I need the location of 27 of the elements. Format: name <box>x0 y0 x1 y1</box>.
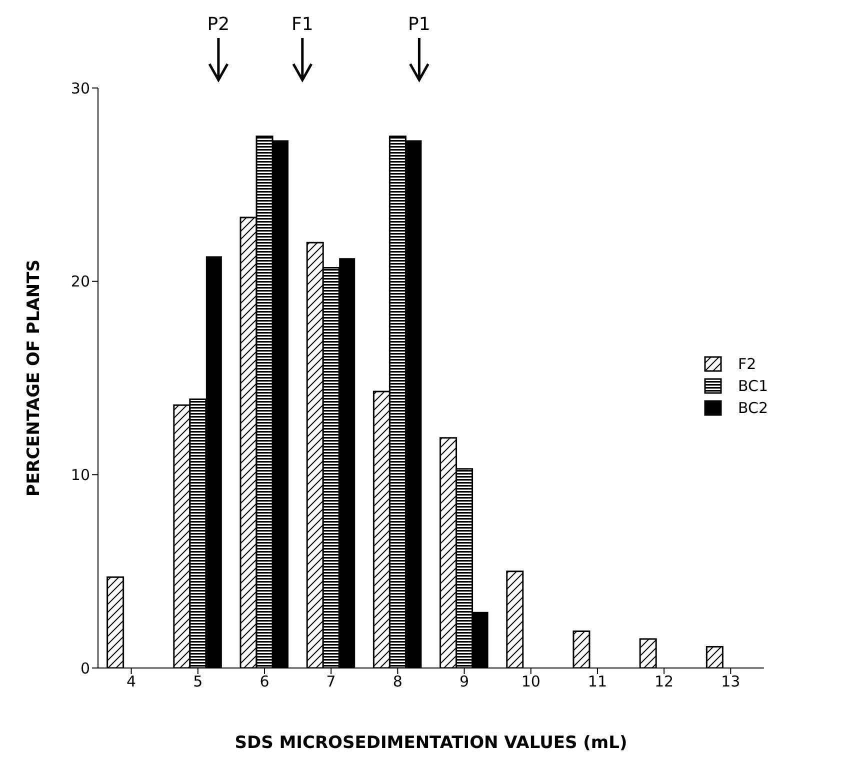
x-tick-label: 10 <box>521 672 540 691</box>
legend-label: F2 <box>738 355 756 373</box>
legend-label: BC2 <box>738 399 768 417</box>
text: F1 <box>291 14 314 35</box>
text: P1 <box>408 14 430 35</box>
bar <box>206 256 222 668</box>
bar <box>339 258 356 668</box>
x-tick-label: 4 <box>126 672 136 691</box>
x-tick-label: 11 <box>588 672 608 691</box>
y-tick-label: 0 <box>80 659 90 678</box>
y-tick-label: 20 <box>70 272 90 291</box>
x-tick-label: 13 <box>721 672 740 691</box>
x-tick-label: 8 <box>392 672 402 691</box>
x-tick-label: 12 <box>654 672 674 691</box>
x-tick-label: 9 <box>460 672 470 691</box>
y-tick-label: 10 <box>70 466 90 484</box>
bar <box>472 612 488 668</box>
legend-label: BC1 <box>738 377 768 395</box>
x-tick-label: 6 <box>260 672 270 691</box>
bar <box>272 140 289 668</box>
x-tick-label: 7 <box>326 672 336 691</box>
y-axis-title: PERCENTAGE OF PLANTS <box>24 260 44 496</box>
text: P2 <box>207 14 230 35</box>
y-tick-label: 30 <box>70 79 90 98</box>
x-tick-label: 5 <box>193 672 203 691</box>
bar <box>406 140 422 668</box>
x-axis-title: SDS MICROSEDIMENTATION VALUES (mL) <box>234 733 628 753</box>
